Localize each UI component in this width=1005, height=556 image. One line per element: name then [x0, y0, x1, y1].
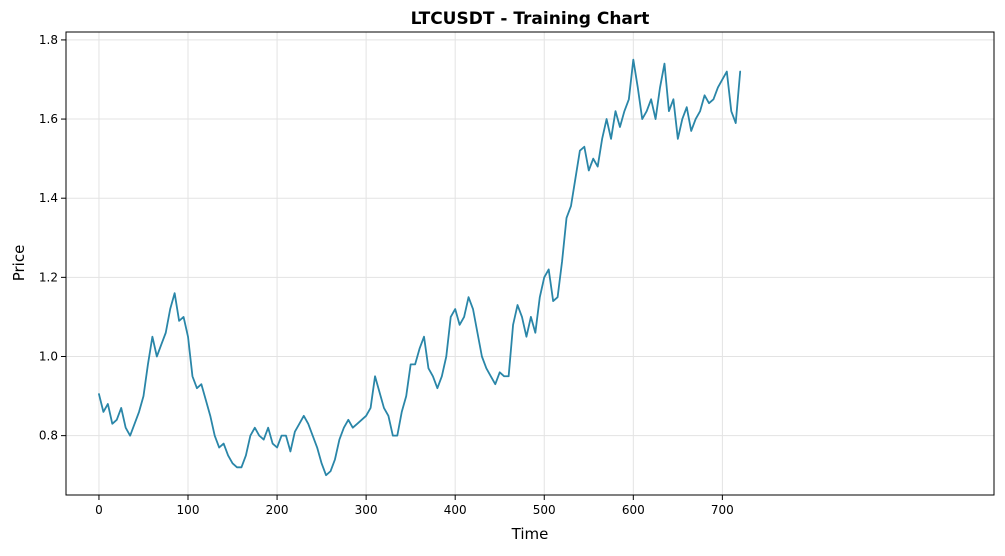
- plot-frame: [65, 31, 995, 496]
- x-axis-label: Time: [511, 525, 549, 543]
- series-layer: [98, 58, 742, 477]
- y-tick-label: 1.4: [39, 191, 58, 205]
- y-tick-label: 0.8: [39, 429, 58, 443]
- x-tick-label: 600: [622, 503, 645, 517]
- x-tick-label: 300: [355, 503, 378, 517]
- x-tick-label: 500: [533, 503, 556, 517]
- x-tick-label: 400: [444, 503, 467, 517]
- grid-layer: [66, 32, 994, 495]
- chart-title: LTCUSDT - Training Chart: [411, 9, 650, 29]
- x-tick-label: 700: [711, 503, 734, 517]
- y-tick-label: 1.8: [39, 33, 58, 47]
- y-axis-label: Price: [10, 245, 28, 282]
- price-series-line: [98, 58, 742, 477]
- y-tick-label: 1.6: [39, 112, 58, 126]
- plot-background: [66, 32, 994, 495]
- x-tick-label: 100: [177, 503, 200, 517]
- x-tick-label: 0: [95, 503, 103, 517]
- y-tick-label: 1.2: [39, 270, 58, 284]
- ticks-layer: 0 100 200 300 400 500 600 700 0.8 1.0 1.2 1.4 1.6 1.8: [39, 33, 734, 517]
- x-tick-label: 200: [266, 503, 289, 517]
- y-tick-label: 1.0: [39, 349, 58, 363]
